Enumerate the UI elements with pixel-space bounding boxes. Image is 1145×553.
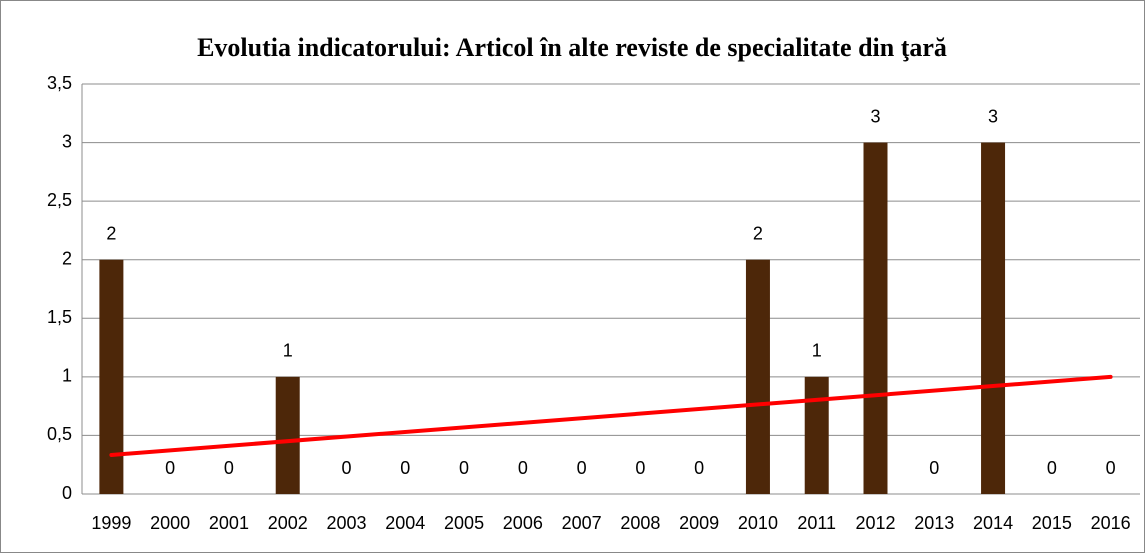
- x-tick-label: 2002: [268, 513, 308, 533]
- data-label: 0: [694, 458, 704, 478]
- y-tick-label: 2,5: [47, 190, 72, 210]
- data-label: 0: [165, 458, 175, 478]
- data-label: 0: [459, 458, 469, 478]
- x-tick-label: 2014: [973, 513, 1013, 533]
- x-tick-label: 2012: [855, 513, 895, 533]
- chart-title: Evolutia indicatorului: Articol în alte …: [197, 33, 947, 62]
- x-tick-label: 2010: [738, 513, 778, 533]
- data-label: 0: [929, 458, 939, 478]
- y-tick-label: 1,5: [47, 307, 72, 327]
- data-label: 2: [106, 223, 116, 243]
- data-label: 1: [812, 341, 822, 361]
- x-tick-label: 2001: [209, 513, 249, 533]
- data-label: 0: [1047, 458, 1057, 478]
- data-label: 2: [753, 223, 763, 243]
- bar: [99, 259, 124, 494]
- data-label: 0: [577, 458, 587, 478]
- data-label: 0: [400, 458, 410, 478]
- x-tick-label: 2006: [503, 513, 543, 533]
- bar: [275, 376, 300, 494]
- x-tick-label: 2008: [620, 513, 660, 533]
- x-tick-label: 2000: [150, 513, 190, 533]
- trendline: [109, 374, 1113, 457]
- data-label: 3: [870, 106, 880, 126]
- x-tick-label: 2013: [914, 513, 954, 533]
- data-label: 0: [518, 458, 528, 478]
- bar: [863, 142, 888, 495]
- y-tick-label: 1: [62, 366, 72, 386]
- data-label: 0: [635, 458, 645, 478]
- x-tick-label: 2016: [1091, 513, 1131, 533]
- y-tick-label: 0,5: [47, 424, 72, 444]
- x-tick-label: 2015: [1032, 513, 1072, 533]
- data-label: 0: [224, 458, 234, 478]
- data-label: 0: [1106, 458, 1116, 478]
- x-tick-label: 2004: [385, 513, 425, 533]
- y-tick-label: 2: [62, 248, 72, 268]
- y-tick-label: 3,5: [47, 73, 72, 93]
- bar: [804, 376, 829, 494]
- x-tick-label: 2005: [444, 513, 484, 533]
- x-tick-label: 2011: [797, 513, 836, 533]
- data-label: 1: [283, 341, 293, 361]
- x-tick-label: 2003: [326, 513, 366, 533]
- x-tick-label: 1999: [91, 513, 131, 533]
- bar: [981, 142, 1006, 495]
- data-label: 3: [988, 106, 998, 126]
- data-label: 0: [341, 458, 351, 478]
- y-tick-label: 0: [62, 483, 72, 503]
- x-tick-label: 2009: [679, 513, 719, 533]
- x-tick-label: 2007: [562, 513, 602, 533]
- y-tick-label: 3: [62, 131, 72, 151]
- bar: [745, 259, 770, 494]
